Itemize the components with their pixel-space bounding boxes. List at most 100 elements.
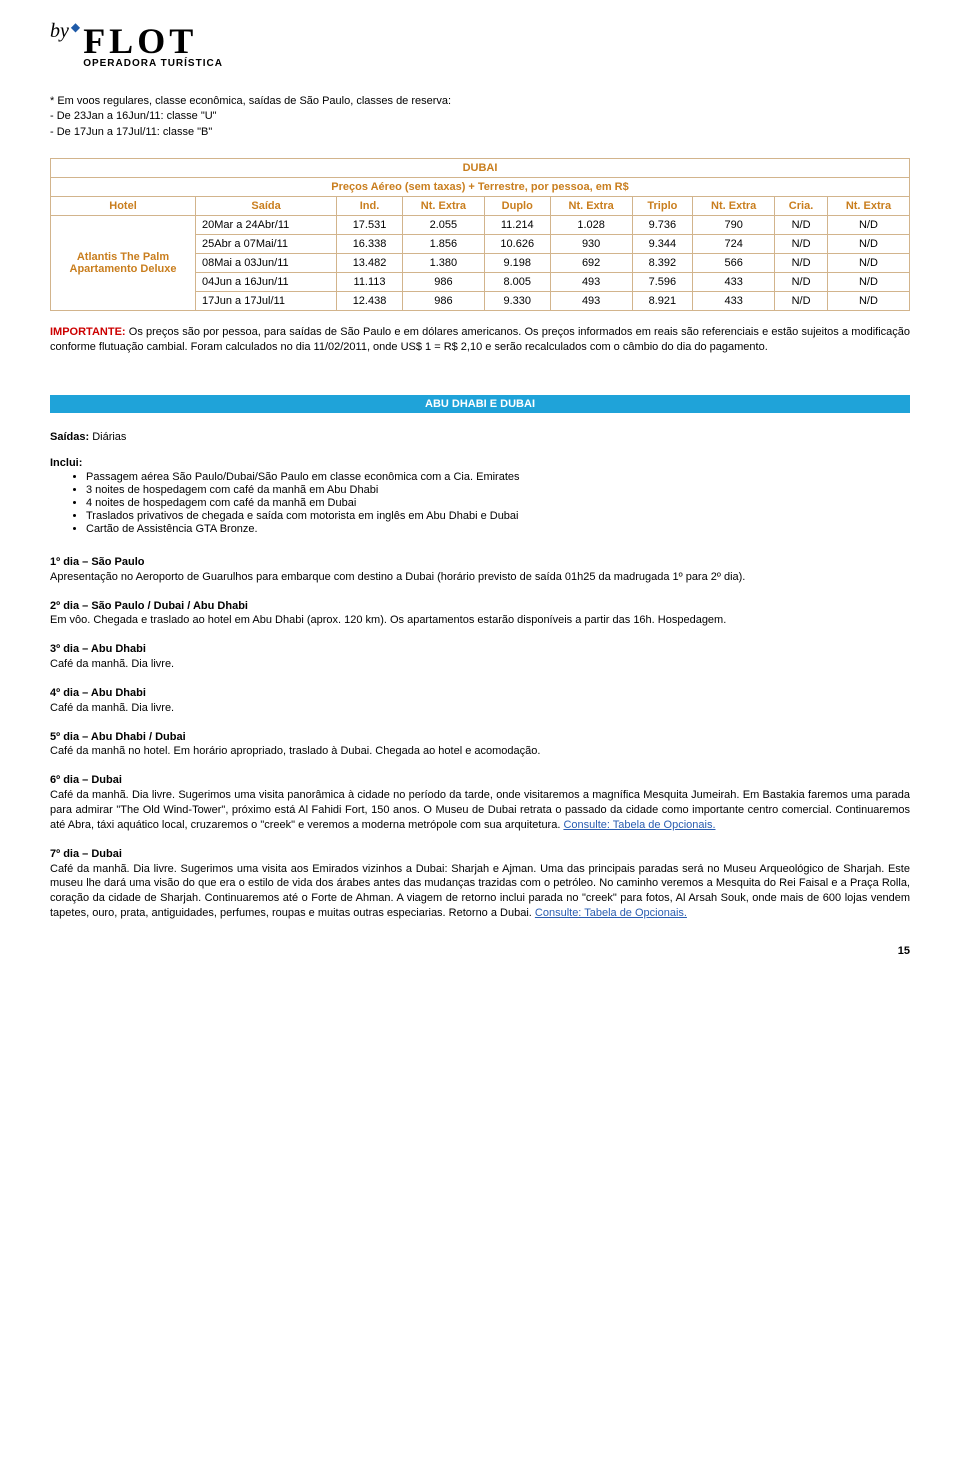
table-cell: 986	[402, 292, 484, 311]
table-cell: 17.531	[337, 216, 403, 235]
list-item: 3 noites de hospedagem com café da manhã…	[86, 484, 910, 496]
table-title: DUBAI	[51, 159, 910, 178]
table-cell: 790	[693, 216, 775, 235]
importante-label: IMPORTANTE:	[50, 326, 126, 338]
day-title: 6º dia – Dubai	[50, 773, 910, 788]
table-cell: 20Mar a 24Abr/11	[196, 216, 337, 235]
table-cell: 25Abr a 07Mai/11	[196, 235, 337, 254]
table-cell: 493	[550, 292, 632, 311]
table-row: Atlantis The Palm Apartamento Deluxe20Ma…	[51, 216, 910, 235]
logo: by◆ FLOT OPERADORA TURÍSTICA	[50, 20, 910, 69]
table-cell: 08Mai a 03Jun/11	[196, 254, 337, 273]
hotel-cell: Atlantis The Palm Apartamento Deluxe	[51, 216, 196, 311]
day-body: Café da manhã no hotel. Em horário aprop…	[50, 745, 540, 757]
opcionais-link[interactable]: Consulte: Tabela de Opcionais.	[563, 819, 715, 831]
list-item: Traslados privativos de chegada e saída …	[86, 510, 910, 522]
table-cell: 986	[402, 273, 484, 292]
day-title: 3º dia – Abu Dhabi	[50, 642, 910, 657]
table-cell: N/D	[775, 273, 828, 292]
saidas-label: Saídas:	[50, 431, 89, 443]
day-body: Apresentação no Aeroporto de Guarulhos p…	[50, 571, 745, 583]
list-item: Cartão de Assistência GTA Bronze.	[86, 523, 910, 535]
table-cell: 433	[693, 273, 775, 292]
table-subtitle: Preços Aéreo (sem taxas) + Terrestre, po…	[51, 178, 910, 197]
day-title: 1º dia – São Paulo	[50, 555, 910, 570]
table-header: Ind.	[337, 197, 403, 216]
table-cell: 9.736	[632, 216, 692, 235]
table-cell: 1.380	[402, 254, 484, 273]
table-cell: 9.330	[484, 292, 550, 311]
table-cell: 11.113	[337, 273, 403, 292]
table-cell: 2.055	[402, 216, 484, 235]
table-header: Nt. Extra	[693, 197, 775, 216]
table-cell: 930	[550, 235, 632, 254]
day-block: 1º dia – São PauloApresentação no Aeropo…	[50, 555, 910, 585]
importante-text: Os preços são por pessoa, para saídas de…	[50, 326, 910, 353]
logo-dot: ◆	[71, 20, 80, 34]
table-cell: N/D	[827, 254, 909, 273]
table-cell: 11.214	[484, 216, 550, 235]
day-block: 6º dia – DubaiCafé da manhã. Dia livre. …	[50, 773, 910, 832]
voos-note-line1: * Em voos regulares, classe econômica, s…	[50, 94, 910, 109]
table-header: Hotel	[51, 197, 196, 216]
day-block: 3º dia – Abu DhabiCafé da manhã. Dia liv…	[50, 642, 910, 672]
voos-note-line3: - De 17Jun a 17Jul/11: classe "B"	[50, 125, 910, 140]
table-cell: 04Jun a 16Jun/11	[196, 273, 337, 292]
table-cell: 12.438	[337, 292, 403, 311]
saidas-line: Saídas: Diárias	[50, 431, 910, 443]
table-cell: 13.482	[337, 254, 403, 273]
table-cell: 8.921	[632, 292, 692, 311]
opcionais-link[interactable]: Consulte: Tabela de Opcionais.	[535, 907, 687, 919]
table-cell: 9.344	[632, 235, 692, 254]
table-cell: 566	[693, 254, 775, 273]
day-body: Em vôo. Chegada e traslado ao hotel em A…	[50, 614, 726, 626]
table-header: Duplo	[484, 197, 550, 216]
importante-note: IMPORTANTE: Os preços são por pessoa, pa…	[50, 325, 910, 355]
table-cell: N/D	[775, 292, 828, 311]
list-item: Passagem aérea São Paulo/Dubai/São Paulo…	[86, 471, 910, 483]
table-cell: N/D	[827, 292, 909, 311]
table-cell: 7.596	[632, 273, 692, 292]
table-cell: 433	[693, 292, 775, 311]
day-body: Café da manhã. Dia livre. Sugerimos uma …	[50, 789, 910, 831]
section-banner: ABU DHABI E DUBAI	[50, 395, 910, 413]
day-body: Café da manhã. Dia livre.	[50, 658, 174, 670]
day-body: Café da manhã. Dia livre. Sugerimos uma …	[50, 863, 910, 920]
logo-brand: FLOT	[83, 20, 197, 62]
table-cell: 493	[550, 273, 632, 292]
table-cell: 692	[550, 254, 632, 273]
table-cell: N/D	[775, 216, 828, 235]
table-cell: N/D	[827, 216, 909, 235]
day-block: 4º dia – Abu DhabiCafé da manhã. Dia liv…	[50, 686, 910, 716]
day-block: 2º dia – São Paulo / Dubai / Abu DhabiEm…	[50, 599, 910, 629]
page-number: 15	[50, 945, 910, 957]
table-cell: N/D	[827, 235, 909, 254]
list-item: 4 noites de hospedagem com café da manhã…	[86, 497, 910, 509]
day-title: 4º dia – Abu Dhabi	[50, 686, 910, 701]
logo-sub: OPERADORA TURÍSTICA	[83, 58, 223, 69]
table-cell: 17Jun a 17Jul/11	[196, 292, 337, 311]
price-table: DUBAI Preços Aéreo (sem taxas) + Terrest…	[50, 158, 910, 311]
table-cell: 8.005	[484, 273, 550, 292]
day-title: 7º dia – Dubai	[50, 847, 910, 862]
voos-note-line2: - De 23Jan a 16Jun/11: classe "U"	[50, 109, 910, 124]
table-cell: N/D	[775, 235, 828, 254]
table-cell: 1.028	[550, 216, 632, 235]
logo-by: by	[50, 20, 69, 43]
table-header: Nt. Extra	[550, 197, 632, 216]
table-cell: N/D	[827, 273, 909, 292]
table-cell: 9.198	[484, 254, 550, 273]
day-block: 7º dia – DubaiCafé da manhã. Dia livre. …	[50, 847, 910, 921]
table-header: Cria.	[775, 197, 828, 216]
table-header: Nt. Extra	[402, 197, 484, 216]
table-cell: 8.392	[632, 254, 692, 273]
table-cell: 16.338	[337, 235, 403, 254]
table-header: Nt. Extra	[827, 197, 909, 216]
saidas-value: Diárias	[89, 431, 126, 443]
voos-note: * Em voos regulares, classe econômica, s…	[50, 94, 910, 140]
day-title: 5º dia – Abu Dhabi / Dubai	[50, 730, 910, 745]
table-cell: 724	[693, 235, 775, 254]
table-header: Saída	[196, 197, 337, 216]
inclui-list: Passagem aérea São Paulo/Dubai/São Paulo…	[86, 471, 910, 535]
table-cell: 10.626	[484, 235, 550, 254]
